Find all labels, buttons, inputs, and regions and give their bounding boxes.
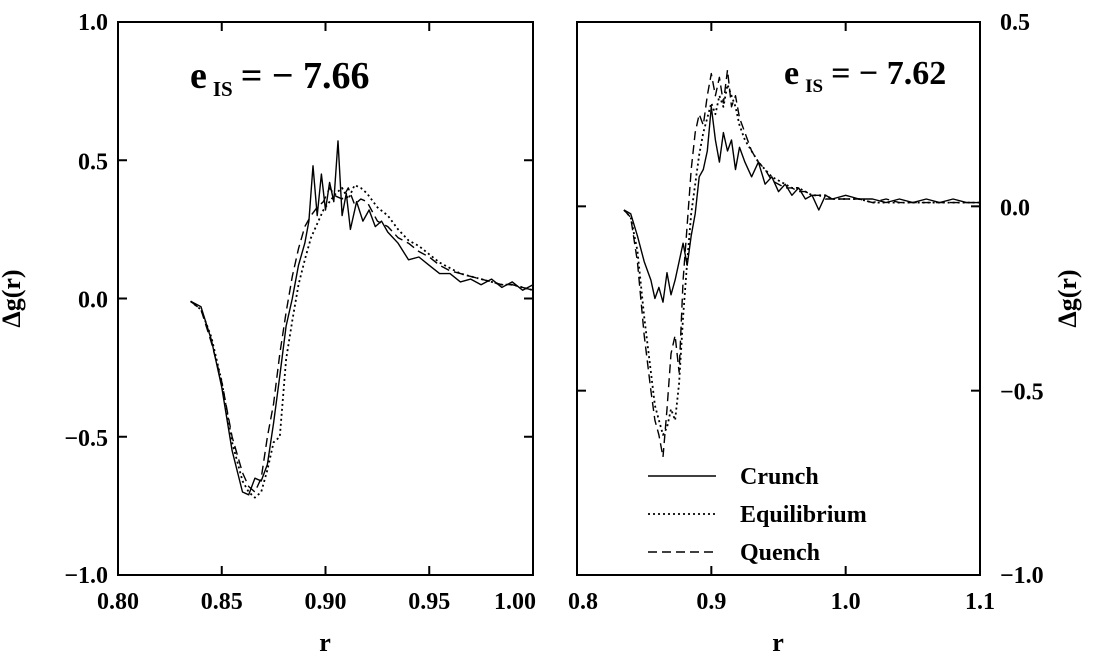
x-tick-label: 0.80	[97, 589, 139, 615]
legend: Crunch Equilibrium Quench	[648, 464, 867, 566]
y-tick-label: −1.0	[64, 563, 108, 589]
y-tick-label: 0.5	[78, 149, 108, 175]
x-axis-title: r	[772, 628, 784, 656]
y-axis-title: Δg(r)	[0, 269, 26, 327]
annotation-e-is: e IS = − 7.66	[190, 55, 370, 101]
x-tick-label: 0.85	[201, 589, 243, 615]
plot-frame	[117, 21, 534, 576]
legend-label-equilibrium: Equilibrium	[740, 502, 867, 528]
x-tick-label: 1.1	[965, 589, 995, 615]
panel-right: 0.8 0.9 1.0 1.1−1.0 −0.5 0.0 0.5 r Δg(r) e IS = − 7…	[568, 10, 1082, 656]
x-tick-label: 1.0	[831, 589, 861, 615]
legend-label-crunch: Crunch	[740, 464, 819, 490]
series-line-crunch	[623, 106, 980, 303]
x-tick-label: 0.9	[696, 589, 726, 615]
y-tick-label: 0.0	[1000, 195, 1030, 221]
x-tick-label: 1.00	[494, 589, 536, 615]
series-line-equilibrium	[623, 83, 980, 436]
y-tick-label: −0.5	[64, 426, 108, 452]
y-tick-label: −0.5	[1000, 380, 1044, 406]
y-axis-title: Δg(r)	[1053, 269, 1082, 327]
x-axis-title: r	[319, 628, 331, 656]
panel-left: 0.80 0.85 0.90 0.95 1.00 −1.0 −0.5 0.0 0.5 1.0 r Δg…	[0, 10, 536, 656]
series-line-equilibrium	[190, 184, 534, 499]
series-line-quench	[623, 69, 980, 458]
series-line-quench	[190, 187, 534, 493]
y-tick-label: 1.0	[78, 10, 108, 36]
y-tick-label: 0.0	[78, 288, 108, 314]
plot-frame	[576, 21, 981, 576]
x-tick-label: 0.95	[408, 589, 450, 615]
y-tick-label: 0.5	[1000, 10, 1030, 36]
annotation-e-is: e IS = − 7.62	[784, 55, 946, 97]
x-tick-label: 0.90	[305, 589, 347, 615]
legend-label-quench: Quench	[740, 540, 820, 566]
x-tick-label: 0.8	[568, 589, 598, 615]
series-line-crunch	[190, 140, 534, 496]
y-tick-label: −1.0	[1000, 563, 1044, 589]
